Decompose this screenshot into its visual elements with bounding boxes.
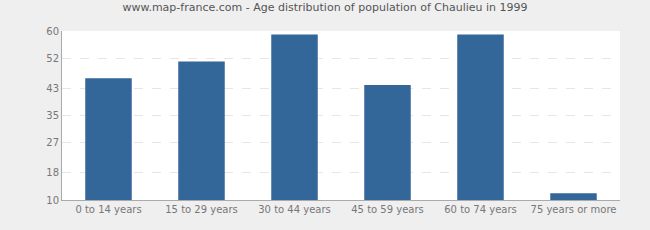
svg-text:75 years or more: 75 years or more: [531, 204, 617, 215]
svg-text:www.map-france.com - Age distr: www.map-france.com - Age distribution of…: [122, 1, 527, 14]
svg-text:18: 18: [46, 167, 59, 178]
svg-text:35: 35: [46, 110, 59, 121]
svg-text:43: 43: [46, 83, 59, 94]
svg-text:15 to 29 years: 15 to 29 years: [165, 204, 238, 215]
svg-text:52: 52: [46, 53, 59, 64]
svg-text:60 to 74 years: 60 to 74 years: [444, 204, 517, 215]
svg-text:0 to 14 years: 0 to 14 years: [75, 204, 141, 215]
svg-text:60: 60: [46, 26, 59, 37]
svg-text:10: 10: [46, 195, 59, 206]
svg-text:30 to 44 years: 30 to 44 years: [258, 204, 331, 215]
svg-text:45 to 59 years: 45 to 59 years: [351, 204, 424, 215]
svg-text:27: 27: [46, 137, 59, 148]
